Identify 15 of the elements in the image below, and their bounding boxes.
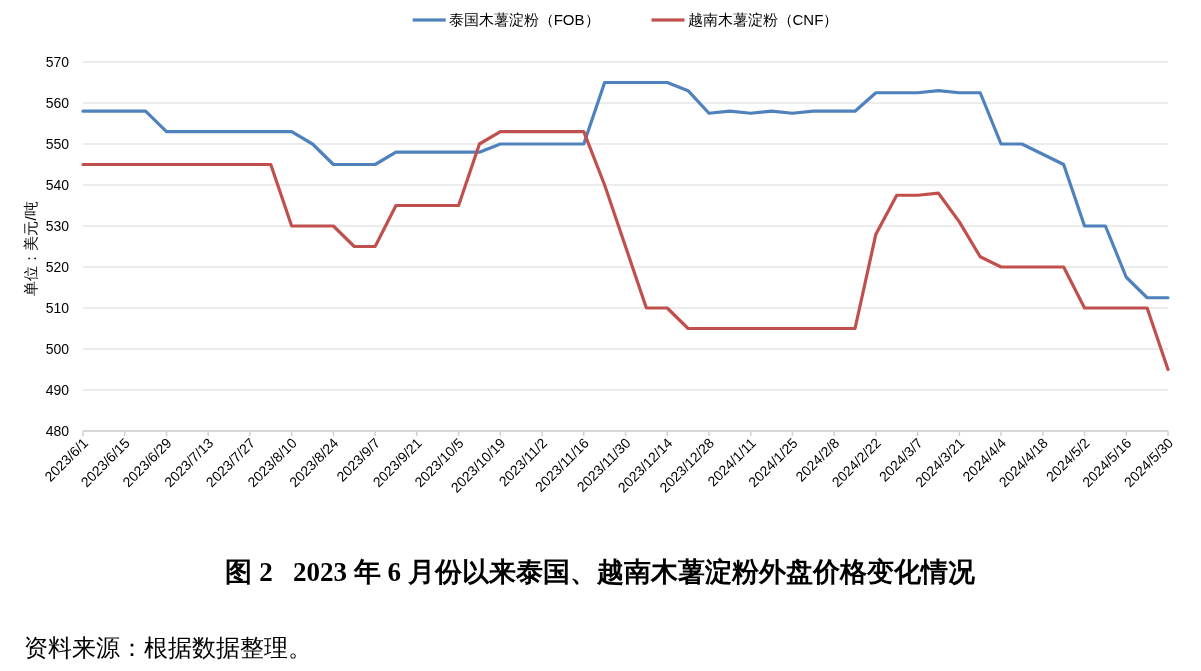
text: 资料来源：根据数据整理。: [24, 634, 312, 663]
legend-label: 越南木薯淀粉（CNF）: [687, 11, 839, 28]
y-tick-label: 510: [45, 300, 70, 316]
y-tick-label: 490: [45, 382, 70, 398]
y-tick-label: 530: [45, 218, 70, 234]
y-tick-label: 540: [45, 177, 70, 193]
y-tick-label: 560: [45, 95, 70, 111]
y-tick-label: 520: [45, 259, 70, 275]
y-tick-label: 570: [45, 54, 70, 70]
y-tick-label: 550: [45, 136, 70, 152]
y-tick-label: 480: [45, 423, 70, 439]
legend-label: 泰国木薯淀粉（FOB）: [448, 11, 600, 28]
y-axis-title: 单位：美元/吨: [22, 201, 39, 296]
text: 图 2 2023 年 6 月份以来泰国、越南木薯淀粉外盘价格变化情况: [225, 556, 975, 589]
y-tick-label: 500: [45, 341, 70, 357]
